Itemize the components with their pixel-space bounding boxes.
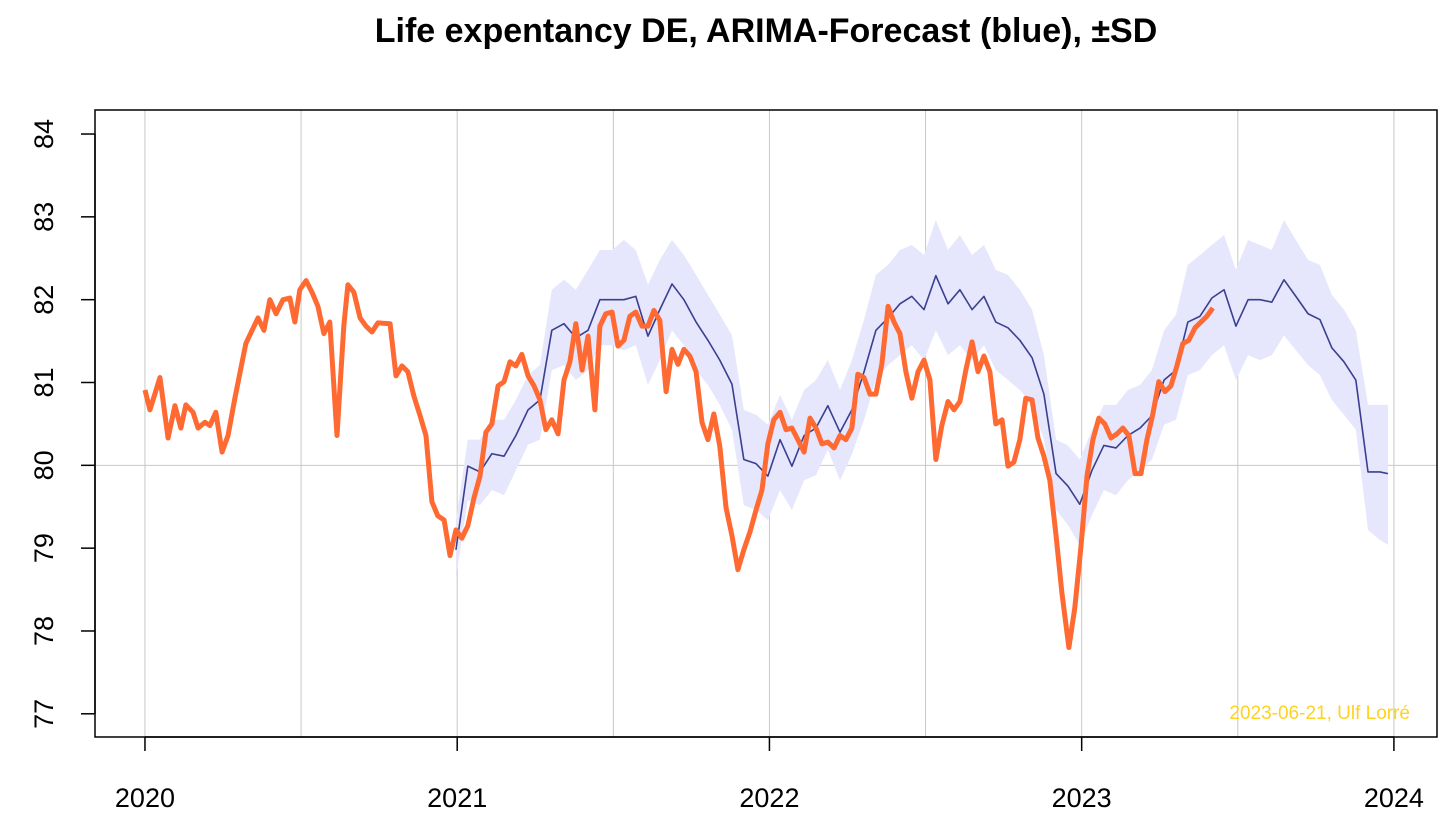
chart-title: Life expentancy DE, ARIMA-Forecast (blue… [375, 12, 1158, 50]
annotation: 2023-06-21, Ulf Lorré [1229, 703, 1410, 724]
y-tick-label: 78 [29, 616, 59, 646]
x-tick-label: 2021 [427, 783, 487, 813]
y-tick-label: 81 [29, 367, 59, 397]
x-tick-label: 2024 [1364, 783, 1424, 813]
x-tick-label: 2023 [1052, 783, 1112, 813]
data-line [455, 274, 1389, 550]
y-tick-label: 82 [29, 285, 59, 315]
data-line [142, 278, 1215, 651]
y-tick-label: 80 [29, 450, 59, 480]
x-tick-label: 2022 [739, 783, 799, 813]
y-tick-label: 77 [29, 699, 59, 729]
x-tick-label: 2020 [115, 783, 175, 813]
y-tick-label: 79 [29, 533, 59, 563]
y-tick-label: 84 [29, 119, 59, 149]
y-tick-label: 83 [29, 202, 59, 232]
